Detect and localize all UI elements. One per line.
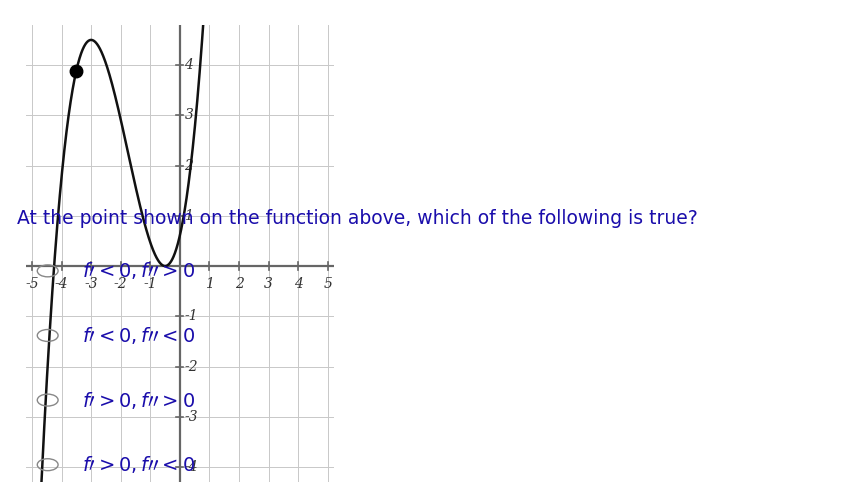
- Text: -3: -3: [84, 277, 98, 291]
- Text: $f\prime > 0, f\prime\prime > 0$: $f\prime > 0, f\prime\prime > 0$: [82, 390, 195, 411]
- Text: $f\prime < 0, f\prime\prime > 0$: $f\prime < 0, f\prime\prime > 0$: [82, 260, 195, 281]
- Text: 4: 4: [294, 277, 303, 291]
- Text: 3: 3: [264, 277, 273, 291]
- Text: -1: -1: [185, 309, 198, 323]
- Text: 1: 1: [185, 209, 193, 223]
- Text: -4: -4: [55, 277, 68, 291]
- Text: -2: -2: [185, 359, 198, 374]
- Text: $f\prime < 0, f\prime\prime < 0$: $f\prime < 0, f\prime\prime < 0$: [82, 325, 195, 346]
- Text: -5: -5: [25, 277, 39, 291]
- Text: -1: -1: [144, 277, 157, 291]
- Text: 3: 3: [185, 108, 193, 122]
- Text: 2: 2: [185, 159, 193, 172]
- Text: $f\prime > 0, f\prime\prime < 0$: $f\prime > 0, f\prime\prime < 0$: [82, 454, 195, 475]
- Text: 1: 1: [205, 277, 214, 291]
- Text: 2: 2: [235, 277, 244, 291]
- Text: -4: -4: [185, 460, 198, 474]
- Text: 4: 4: [185, 58, 193, 72]
- Text: 5: 5: [323, 277, 332, 291]
- Text: -2: -2: [114, 277, 127, 291]
- Text: -3: -3: [185, 410, 198, 424]
- Text: At the point shown on the function above, which of the following is true?: At the point shown on the function above…: [17, 209, 698, 228]
